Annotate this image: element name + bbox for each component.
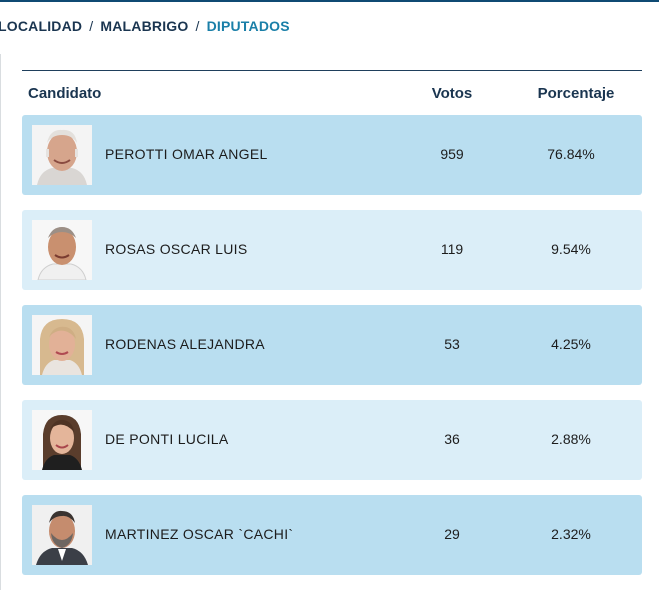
column-header-candidate: Candidato bbox=[28, 85, 102, 102]
candidate-name: PEROTTI OMAR ANGEL bbox=[105, 146, 268, 162]
candidate-percentage: 2.88% bbox=[551, 431, 591, 447]
column-header-percentage: Porcentaje bbox=[537, 85, 615, 102]
table-row: ROSAS OSCAR LUIS 119 9.54% bbox=[22, 210, 642, 290]
candidate-votes: 36 bbox=[444, 431, 460, 447]
candidate-percentage: 9.54% bbox=[551, 241, 591, 257]
candidate-percentage: 2.32% bbox=[551, 526, 591, 542]
candidate-votes: 29 bbox=[444, 526, 460, 542]
table-row: MARTINEZ OSCAR `CACHI` 29 2.32% bbox=[22, 495, 642, 575]
candidate-votes: 119 bbox=[440, 241, 464, 257]
column-header-votes: Votos bbox=[431, 85, 473, 102]
candidate-votes: 53 bbox=[444, 336, 460, 352]
breadcrumb-separator: / bbox=[89, 18, 94, 34]
candidate-name: MARTINEZ OSCAR `CACHI` bbox=[105, 526, 294, 542]
table-row: DE PONTI LUCILA 36 2.88% bbox=[22, 400, 642, 480]
breadcrumb-item-localidad[interactable]: LOCALIDAD bbox=[0, 18, 83, 34]
candidate-photo bbox=[32, 505, 92, 565]
breadcrumb-item-diputados: DIPUTADOS bbox=[206, 18, 290, 34]
candidate-name: DE PONTI LUCILA bbox=[105, 431, 229, 447]
candidate-name: RODENAS ALEJANDRA bbox=[105, 336, 265, 352]
results-panel: Candidato Votos Porcentaje PEROT bbox=[0, 54, 659, 590]
candidate-name: ROSAS OSCAR LUIS bbox=[105, 241, 248, 257]
table-divider bbox=[22, 70, 642, 71]
breadcrumb: LOCALIDAD / MALABRIGO / DIPUTADOS bbox=[0, 18, 290, 34]
candidate-photo bbox=[32, 125, 92, 185]
candidate-photo bbox=[32, 220, 92, 280]
breadcrumb-separator: / bbox=[195, 18, 200, 34]
candidate-photo bbox=[32, 315, 92, 375]
candidate-votes: 959 bbox=[440, 146, 464, 162]
table-row: RODENAS ALEJANDRA 53 4.25% bbox=[22, 305, 642, 385]
candidate-photo bbox=[32, 410, 92, 470]
candidate-percentage: 4.25% bbox=[551, 336, 591, 352]
results-table: PEROTTI OMAR ANGEL 959 76.84% ROSAS OSCA… bbox=[22, 115, 642, 590]
breadcrumb-item-malabrigo[interactable]: MALABRIGO bbox=[100, 18, 189, 34]
candidate-percentage: 76.84% bbox=[547, 146, 595, 162]
breadcrumb-bar: LOCALIDAD / MALABRIGO / DIPUTADOS bbox=[0, 0, 659, 54]
table-row: PEROTTI OMAR ANGEL 959 76.84% bbox=[22, 115, 642, 195]
